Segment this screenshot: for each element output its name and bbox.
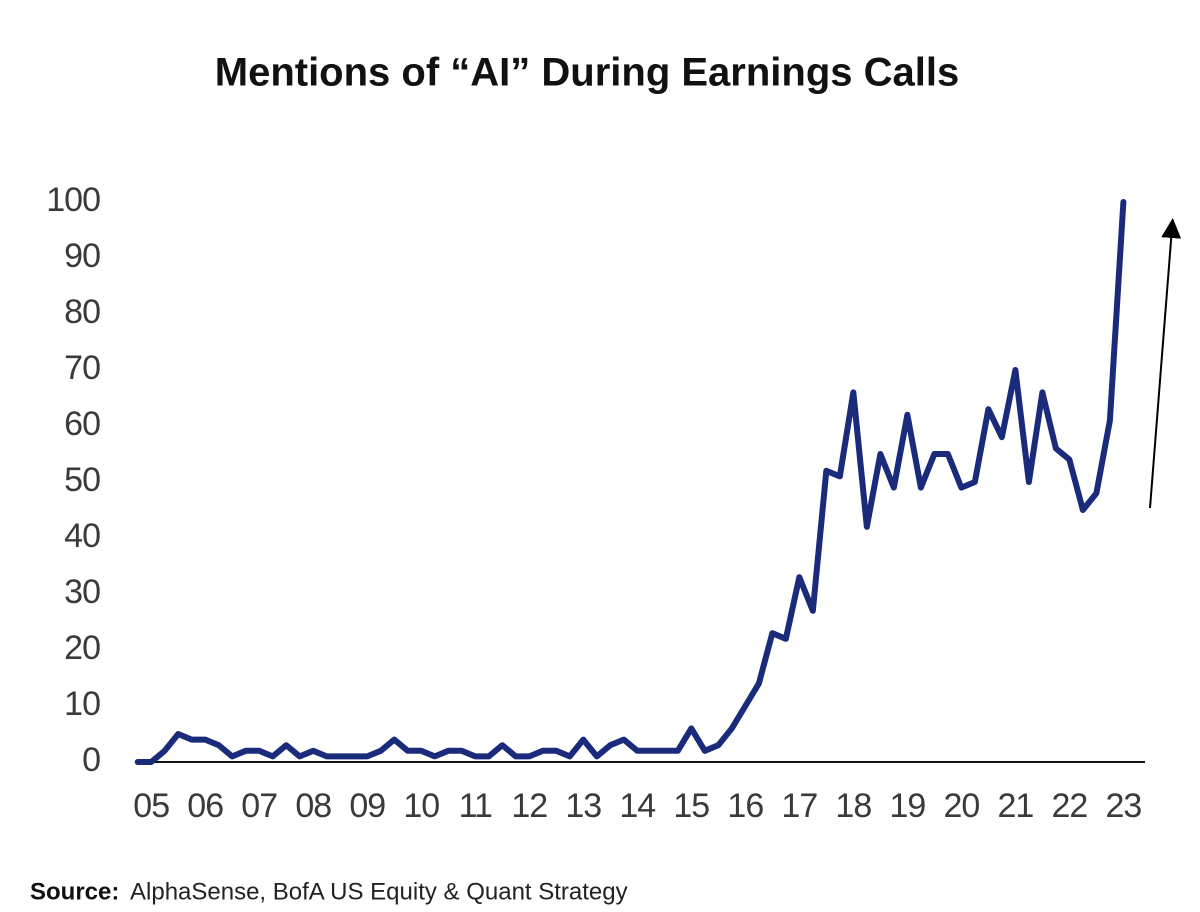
x-tick-label: 12	[511, 787, 547, 825]
source-label: Source:	[30, 878, 119, 905]
x-tick-label: 20	[943, 787, 979, 825]
x-tick-label: 06	[187, 787, 223, 825]
x-tick-label: 19	[889, 787, 925, 825]
x-tick-label: 11	[459, 787, 492, 825]
x-tick-label: 15	[673, 787, 709, 825]
x-tick-label: 22	[1051, 787, 1087, 825]
x-tick-label: 23	[1105, 787, 1141, 825]
data-line	[134, 199, 1127, 765]
x-tick-label: 14	[619, 787, 655, 825]
x-tick-label: 10	[403, 787, 439, 825]
y-tick-label: 90	[64, 237, 100, 275]
y-tick-label: 70	[64, 349, 100, 387]
x-tick-label: 21	[997, 787, 1033, 825]
chart-title: Mentions of “AI” During Earnings Calls	[215, 51, 960, 95]
y-tick-label: 20	[64, 629, 100, 667]
x-tick-label: 05	[133, 787, 169, 825]
x-tick-label: 17	[781, 787, 817, 825]
y-tick-label: 100	[46, 181, 100, 219]
y-tick-label: 0	[82, 741, 100, 779]
y-tick-label: 50	[64, 461, 100, 499]
x-tick-label: 07	[241, 787, 277, 825]
x-tick-label: 18	[835, 787, 871, 825]
x-tick-label: 08	[295, 787, 331, 825]
source-text: AlphaSense, BofA US Equity & Quant Strat…	[130, 878, 628, 905]
y-tick-label: 80	[64, 293, 100, 331]
x-tick-label: 09	[349, 787, 385, 825]
y-tick-label: 40	[64, 517, 100, 555]
x-tick-label: 16	[727, 787, 763, 825]
y-tick-label: 30	[64, 573, 100, 611]
x-tick-label: 13	[565, 787, 601, 825]
trend-arrow	[1149, 218, 1182, 509]
y-tick-label: 10	[64, 685, 100, 723]
y-tick-label: 60	[64, 405, 100, 443]
